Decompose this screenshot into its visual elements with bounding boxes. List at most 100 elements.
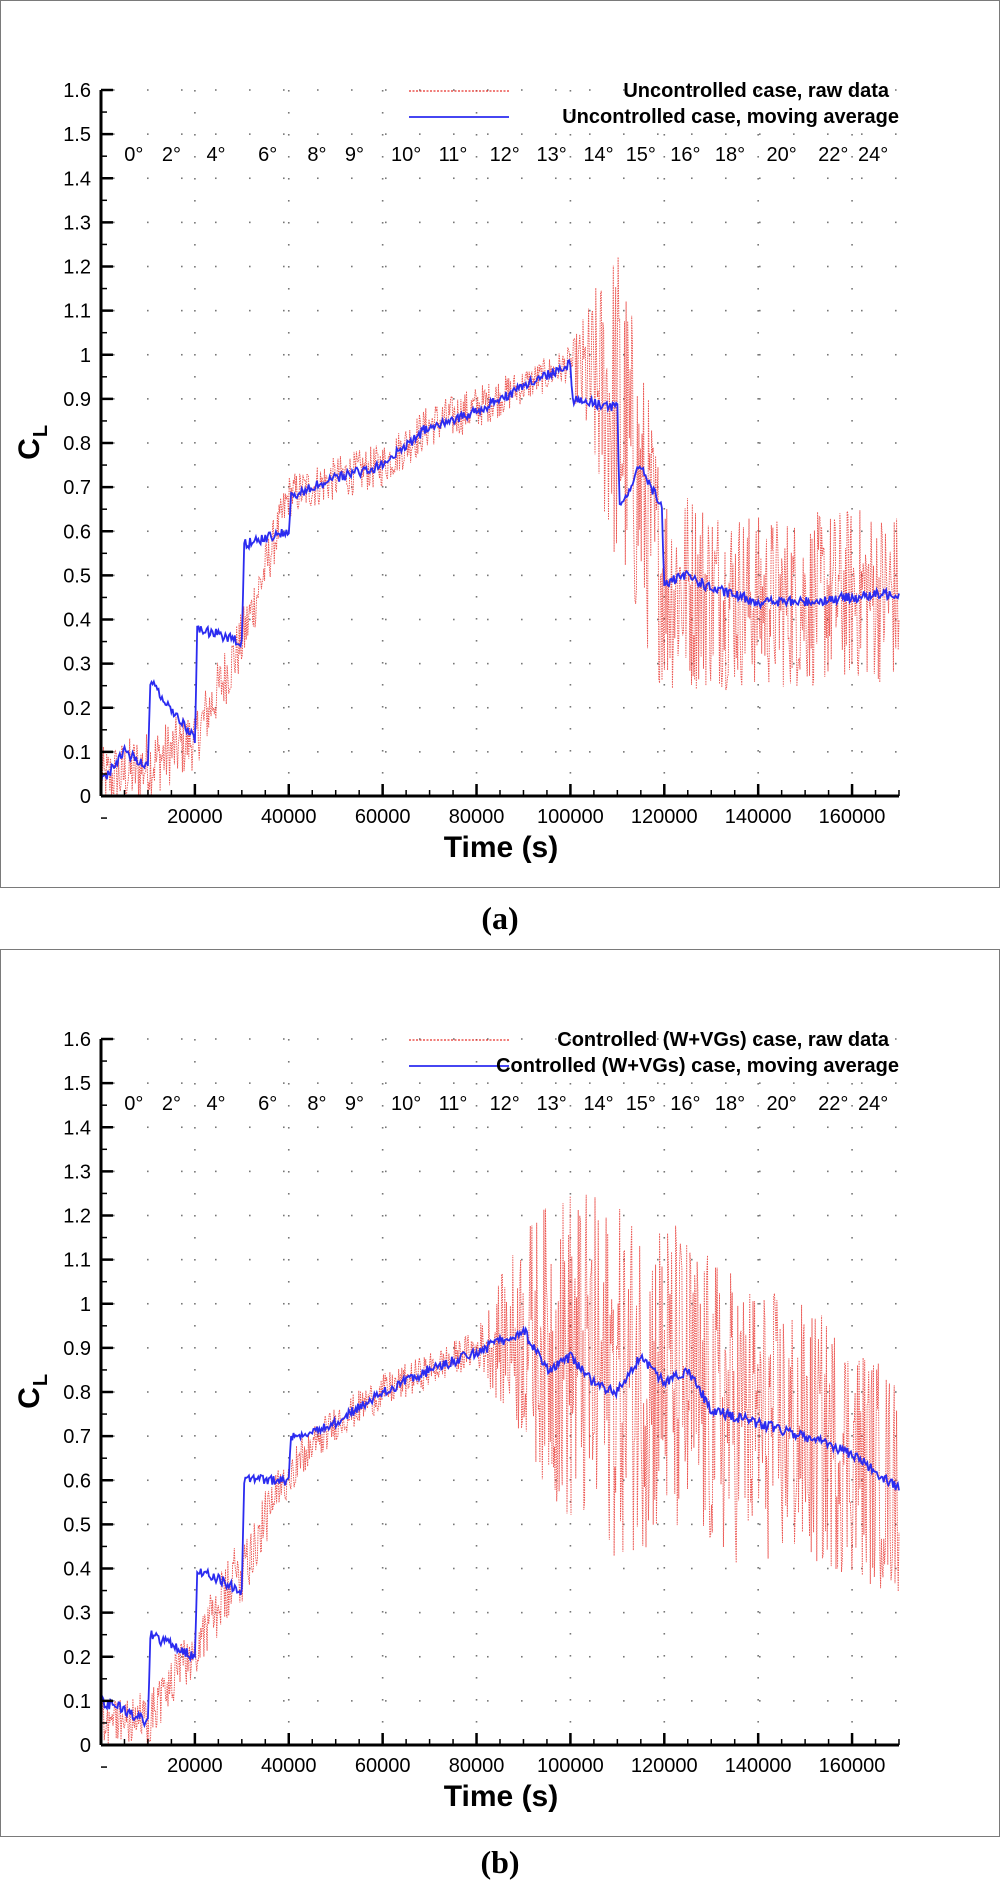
grid-dot — [759, 1611, 761, 1614]
grid-dot — [521, 618, 523, 621]
grid-dot — [487, 1435, 489, 1437]
grid-dot — [475, 1237, 478, 1239]
grid-dot — [194, 1281, 196, 1283]
grid-dot — [487, 1126, 489, 1129]
grid-dot — [249, 1391, 251, 1393]
grid-dot — [663, 442, 666, 444]
grid-dot — [487, 1214, 489, 1217]
grid-dot — [419, 1347, 421, 1349]
grid-dot — [895, 177, 897, 180]
grid-dot — [351, 1214, 353, 1217]
grid-dot — [657, 1082, 659, 1084]
grid-dot — [663, 464, 666, 466]
y-axis-title-main: C — [13, 1387, 46, 1409]
grid-dot — [419, 1302, 421, 1305]
angle-label: 22° — [818, 1093, 848, 1115]
grid-dot — [419, 662, 421, 665]
grid-dot — [351, 177, 353, 180]
grid-dot — [287, 1061, 290, 1063]
grid-dot — [663, 1589, 666, 1591]
grid-dot — [385, 1479, 387, 1482]
grid-dot — [249, 398, 251, 400]
grid-dot — [381, 750, 384, 752]
grid-dot — [453, 530, 455, 533]
grid-dot — [657, 221, 659, 224]
grid-dot — [181, 1479, 183, 1482]
y-tick-label: 0.2 — [63, 1647, 91, 1669]
grid-dot — [147, 89, 149, 91]
grid-dot — [663, 1413, 666, 1415]
grid-dot — [569, 90, 572, 92]
grid-dot — [663, 1325, 666, 1327]
grid-dot — [381, 112, 384, 114]
grid-dot — [759, 1170, 761, 1173]
grid-dot — [381, 1303, 384, 1305]
grid-dot — [453, 751, 455, 753]
grid-dot — [861, 353, 863, 356]
grid-dot — [287, 420, 290, 422]
grid-dot — [385, 706, 387, 709]
grid-dot — [657, 353, 659, 356]
y-tick-label: 0.5 — [63, 565, 91, 587]
grid-dot — [419, 1391, 421, 1393]
grid-dot — [381, 200, 384, 202]
grid-dot — [381, 508, 384, 510]
grid-dot — [691, 353, 693, 356]
grid-dot — [663, 1457, 666, 1459]
grid-dot — [381, 1677, 384, 1679]
grid-dot — [215, 221, 217, 224]
grid-dot — [475, 1325, 478, 1327]
grid-dot — [287, 1149, 290, 1151]
grid-dot — [851, 1721, 853, 1723]
grid-dot — [555, 89, 557, 91]
grid-dot — [589, 530, 591, 533]
y-tick-label: 1.1 — [63, 301, 91, 323]
grid-dot — [555, 221, 557, 224]
grid-dot — [475, 1501, 478, 1503]
grid-dot — [215, 89, 217, 91]
grid-dot — [215, 486, 217, 488]
grid-dot — [147, 133, 149, 135]
grid-dot — [181, 442, 183, 444]
grid-dot — [759, 398, 761, 400]
grid-dot — [663, 1501, 666, 1503]
grid-dot — [555, 1700, 557, 1702]
grid-dot — [623, 706, 625, 709]
grid-dot — [793, 1170, 795, 1173]
x-tick-label: 80000 — [449, 1755, 505, 1777]
grid-dot — [589, 442, 591, 444]
angle-label: 24° — [858, 1093, 888, 1115]
grid-dot — [569, 486, 572, 488]
grid-dot — [589, 1082, 591, 1084]
grid-dot — [475, 1215, 478, 1217]
grid-dot — [385, 309, 387, 312]
grid-dot — [475, 508, 478, 510]
grid-dot — [569, 772, 572, 774]
grid-dot — [759, 1214, 761, 1217]
grid-dot — [147, 486, 149, 488]
grid-dot — [725, 442, 727, 444]
grid-dot — [181, 1435, 183, 1437]
grid-dot — [851, 90, 853, 92]
grid-dot — [757, 398, 759, 400]
grid-dot — [147, 618, 149, 621]
grid-dot — [861, 530, 863, 533]
grid-dot — [351, 530, 353, 533]
grid-dot — [757, 1567, 759, 1569]
grid-dot — [725, 574, 727, 577]
grid-dot — [194, 1611, 196, 1613]
grid-dot — [475, 442, 478, 444]
grid-dot — [623, 265, 625, 268]
grid-dot — [147, 177, 149, 180]
grid-dot — [757, 156, 759, 158]
grid-dot — [215, 618, 217, 621]
grid-dot — [725, 1611, 727, 1614]
grid-dot — [419, 618, 421, 621]
grid-dot — [249, 1435, 251, 1437]
grid-dot — [589, 1347, 591, 1349]
grid-dot — [657, 1523, 659, 1526]
grid-dot — [283, 1435, 285, 1437]
grid-dot — [381, 1523, 384, 1525]
grid-dot — [757, 1215, 759, 1217]
grid-dot — [663, 354, 666, 356]
